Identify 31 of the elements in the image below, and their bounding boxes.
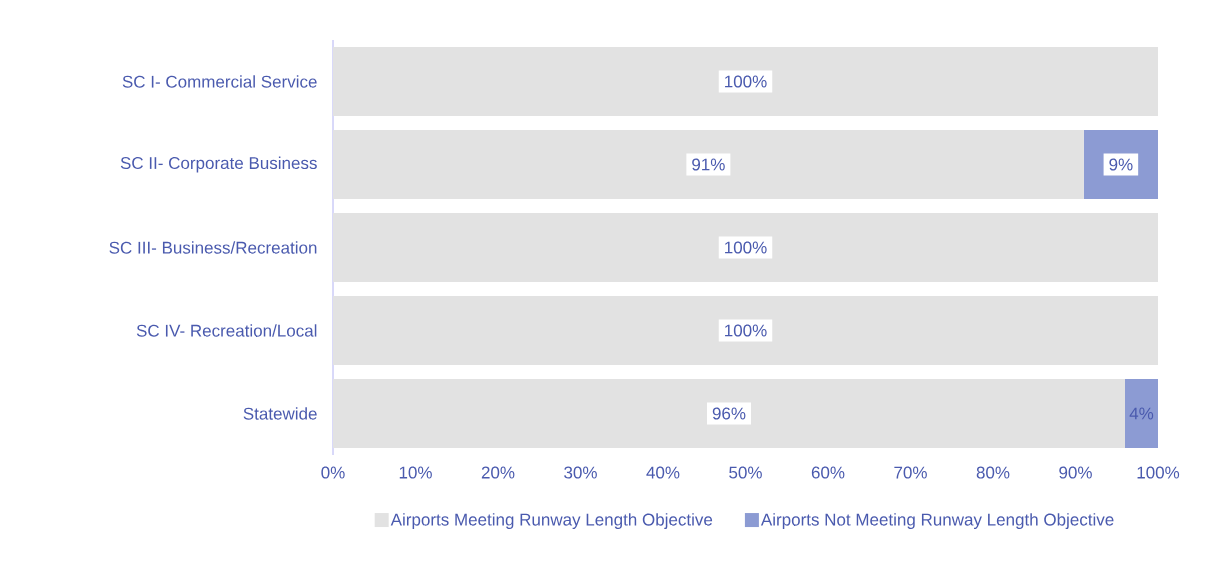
- data-label: 100%: [725, 75, 767, 88]
- data-label: 91%: [692, 158, 725, 171]
- x-tick-label: 90%: [1059, 466, 1092, 479]
- data-label: 96%: [712, 407, 746, 420]
- bar: [333, 295, 1158, 365]
- bar: [333, 130, 1084, 199]
- legend-label: Airports Not Meeting Runway Length Objective: [760, 513, 1114, 529]
- data-label: 9%: [1109, 158, 1133, 171]
- y-tick-label: SC II- Corporate Business: [120, 156, 317, 173]
- x-tick-label: 10%: [399, 466, 432, 479]
- x-tick-label: 0%: [321, 466, 345, 479]
- x-tick-label: 100%: [1137, 466, 1180, 479]
- x-tick-label: 40%: [646, 466, 680, 479]
- bar: [1125, 378, 1158, 448]
- x-tick-label: 50%: [729, 466, 762, 479]
- bar: [333, 213, 1158, 282]
- x-tick-label: 70%: [894, 466, 927, 479]
- data-label: 100%: [725, 324, 767, 337]
- data-label: 100%: [725, 241, 767, 254]
- y-tick-label: SC IV- Recreation/Local: [136, 324, 317, 337]
- x-tick-label: 20%: [481, 466, 515, 479]
- data-label: 4%: [1129, 407, 1154, 420]
- y-tick-label: SC III- Business/Recreation: [109, 241, 317, 254]
- x-tick-label: 80%: [976, 466, 1010, 479]
- y-tick-label: SC I- Commercial Service: [122, 75, 317, 88]
- legend-label: Airports Meeting Runway Length Objective: [390, 513, 713, 529]
- x-tick-label: 30%: [564, 466, 597, 479]
- x-tick-label: 60%: [811, 466, 845, 479]
- bar: [333, 378, 1125, 448]
- y-tick-label: Statewide: [243, 407, 317, 420]
- bar: [333, 47, 1158, 116]
